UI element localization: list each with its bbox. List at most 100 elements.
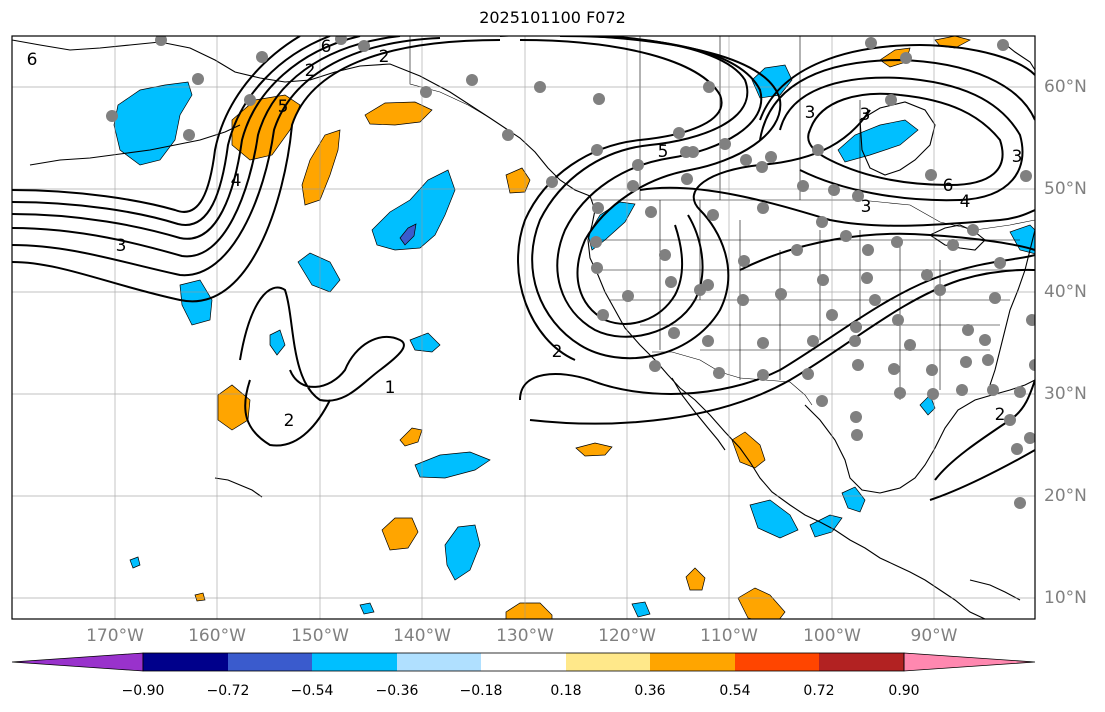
blue-blob-canada <box>751 64 793 99</box>
lat-label: 30°N <box>1044 384 1087 404</box>
blue-blob-tiny-3 <box>631 601 651 618</box>
contour-west-1 <box>12 36 301 213</box>
lat-label: 20°N <box>1044 486 1087 506</box>
colorbar-tick-label: 0.90 <box>888 683 920 699</box>
cuba <box>969 579 1021 601</box>
orange-blob-north-pacific <box>364 101 433 126</box>
colorbar-outline <box>142 652 905 672</box>
contour-label: 6 <box>943 176 954 196</box>
blue-blob-south-1 <box>414 451 491 479</box>
east-coast <box>989 229 1035 386</box>
contour-label: 3 <box>860 105 871 125</box>
contour-ne-3 <box>759 58 1035 141</box>
blue-blob-west <box>297 252 341 293</box>
blue-blob-tiny-1 <box>129 556 141 569</box>
blue-blob-hudson <box>837 119 919 163</box>
blue-blob-south-2 <box>444 524 481 581</box>
contour-central-1 <box>239 286 405 402</box>
colorbar-tick-label: −0.54 <box>290 683 334 699</box>
anomaly-fills <box>113 36 1035 619</box>
orange-blob-tiny <box>194 592 206 602</box>
orange-blob-south-4 <box>737 587 786 619</box>
lon-label: 160°W <box>188 626 246 646</box>
lat-label: 60°N <box>1044 77 1087 97</box>
contour-label: 2 <box>379 47 390 67</box>
contour-label: 5 <box>278 97 289 117</box>
blue-blob-central <box>371 169 456 251</box>
orange-blob-south-2 <box>381 517 419 551</box>
blue-blob-east <box>1009 224 1035 255</box>
colorbar-segment <box>397 653 481 671</box>
contour-label: 3 <box>861 197 872 217</box>
blue-blob-south-4 <box>809 514 843 538</box>
contour-west-2 <box>12 36 331 226</box>
colorbar-tick-label: −0.36 <box>375 683 419 699</box>
contour-label-group: 6 2 4 3 5 2 6 5 3 2 2 1 3 3 6 4 2 3 <box>27 37 1023 431</box>
hawaii <box>214 477 263 498</box>
colorbar-tick-label: 0.18 <box>550 683 582 699</box>
contour-east-4 <box>517 39 723 361</box>
alaska-coast <box>12 39 591 197</box>
state-lines-2 <box>600 239 1020 351</box>
colorbar-tick-label: 0.54 <box>719 683 751 699</box>
hudson-bay <box>859 101 936 176</box>
contour-label: 1 <box>385 378 396 398</box>
contour-label: 4 <box>231 171 242 191</box>
lon-label: 170°W <box>86 626 144 646</box>
colorbar-segment <box>228 653 312 671</box>
colorbar-extend-high <box>903 652 1036 672</box>
colorbar-segment <box>566 653 650 671</box>
gridlines <box>12 36 1035 619</box>
orange-blob-mexico <box>731 431 766 469</box>
orange-blob-small-1 <box>399 427 423 447</box>
contour-label: 6 <box>27 50 38 70</box>
lon-label: 110°W <box>700 626 758 646</box>
contour-label: 2 <box>305 61 316 81</box>
contour-east-3 <box>576 36 782 325</box>
contour-east-5 <box>519 254 1035 401</box>
lon-label: 100°W <box>803 626 861 646</box>
lat-label: 50°N <box>1044 179 1087 199</box>
alaska-canada-border <box>409 36 491 119</box>
gulf-mexico-coast <box>804 379 1035 494</box>
contour-label: 5 <box>658 142 669 162</box>
orange-blob-small-2 <box>575 442 613 457</box>
contour-west-3 <box>12 36 361 240</box>
colorbar-tick-label: −0.90 <box>121 683 165 699</box>
contour-label: 3 <box>805 103 816 123</box>
contour-east-1 <box>500 36 871 360</box>
contour-west-6 <box>12 39 501 303</box>
colorbar-tick-label: 0.72 <box>803 683 835 699</box>
contour-se-2 <box>929 449 1035 501</box>
orange-blob-south-3 <box>505 602 553 619</box>
colorbar-segment <box>143 653 228 671</box>
us-mexico-border <box>652 351 813 406</box>
blue-blob-hawaii-n <box>179 279 213 326</box>
contour-label: 3 <box>116 236 127 256</box>
colorbar <box>11 652 1036 672</box>
contour-east-8 <box>739 232 1035 271</box>
contour-ne-1 <box>807 92 1004 187</box>
contour-west-4 <box>12 36 401 258</box>
canada-provinces <box>639 36 861 200</box>
contour-east-7 <box>639 186 1035 227</box>
lon-label: 140°W <box>393 626 451 646</box>
colorbar-tick-label: −0.72 <box>206 683 250 699</box>
lon-label: 120°W <box>598 626 656 646</box>
contour-label: 2 <box>284 411 295 431</box>
west-coast-na <box>587 195 986 619</box>
blue-blob-south-5 <box>841 486 866 513</box>
lat-label: 40°N <box>1044 282 1087 302</box>
colorbar-segment <box>481 653 566 671</box>
colorbar-segment <box>735 653 819 671</box>
contour-lines <box>12 36 1035 501</box>
colorbar-segment <box>312 653 397 671</box>
contour-label: 2 <box>995 405 1006 425</box>
contour-ne-2 <box>779 76 1024 202</box>
contour-east-2 <box>556 36 763 338</box>
baja <box>671 377 726 451</box>
blue-blob-tiny-2 <box>359 602 375 615</box>
lon-label: 130°W <box>496 626 554 646</box>
blue-blob-gulf-mex <box>919 394 936 416</box>
